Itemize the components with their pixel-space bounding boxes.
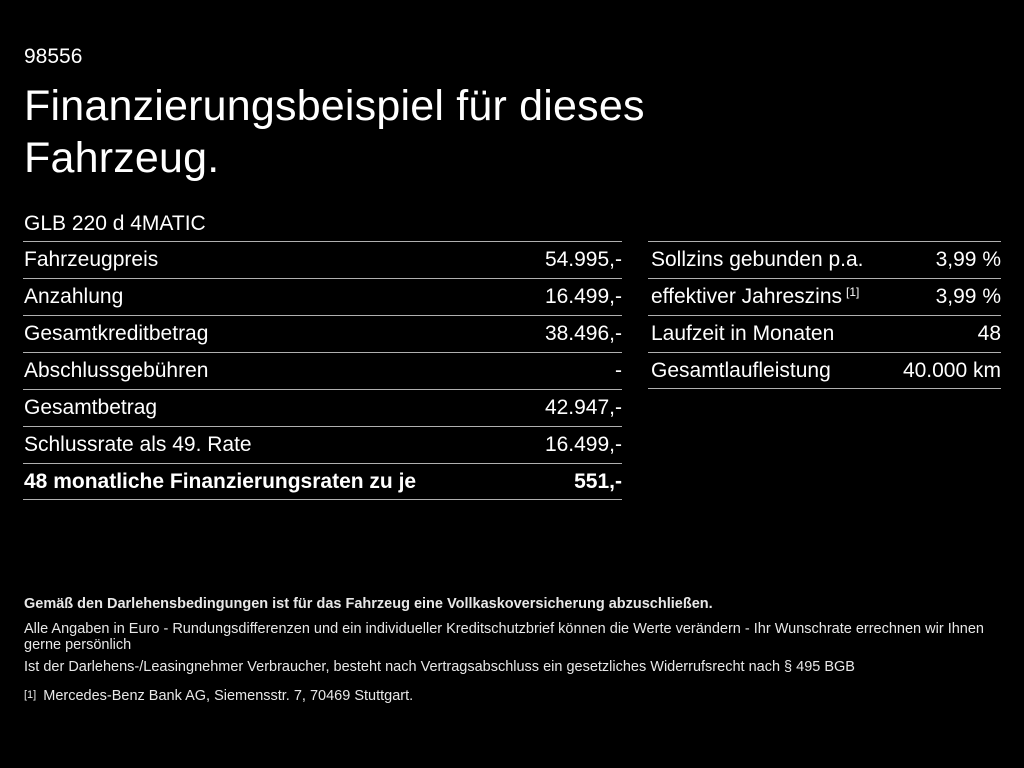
- listing-id: 98556: [24, 45, 83, 68]
- row-label-text: effektiver Jahreszins: [651, 285, 843, 308]
- row-value: 54.995,-: [544, 248, 622, 271]
- table-row: Gesamtlaufleistung 40.000 km: [648, 352, 1001, 389]
- row-value: 16.499,-: [544, 285, 622, 308]
- table-row: Schlussrate als 49. Rate 16.499,-: [23, 426, 622, 463]
- row-value: 38.496,-: [544, 322, 622, 345]
- row-label: Gesamtkreditbetrag: [24, 322, 209, 345]
- row-label: Anzahlung: [24, 285, 124, 308]
- table-row: Sollzins gebunden p.a. 3,99 %: [648, 241, 1001, 278]
- row-label: Sollzins gebunden p.a.: [651, 248, 864, 271]
- row-label: Schlussrate als 49. Rate: [24, 433, 252, 456]
- finance-table: Fahrzeugpreis 54.995,- Anzahlung 16.499,…: [23, 241, 622, 500]
- footnote-marker: [1]: [24, 689, 37, 701]
- page-title-line-2: Fahrzeug.: [24, 134, 220, 182]
- disclaimer-line-1: Alle Angaben in Euro - Rundungsdifferenz…: [24, 621, 984, 653]
- footnotes-section: Gemäß den Darlehensbedingungen ist für d…: [24, 596, 1000, 710]
- row-label: 48 monatliche Finanzierungsraten zu je: [24, 469, 417, 493]
- disclaimer-line-2: Ist der Darlehens-/Leasingnehmer Verbrau…: [24, 659, 855, 675]
- footnote-reference: [1]: [846, 285, 860, 299]
- row-label: Gesamtlaufleistung: [651, 358, 831, 382]
- table-row: Laufzeit in Monaten 48: [648, 315, 1001, 352]
- vehicle-model: GLB 220 d 4MATIC: [24, 212, 206, 235]
- row-value: -: [615, 359, 622, 382]
- row-label: effektiver Jahreszins [1]: [648, 285, 859, 309]
- table-row: Abschlussgebühren -: [23, 352, 622, 389]
- table-row: effektiver Jahreszins [1] 3,99 %: [648, 278, 1001, 315]
- conditions-table: Sollzins gebunden p.a. 3,99 % effektiver…: [648, 241, 1001, 389]
- row-value: 551,-: [574, 469, 622, 493]
- row-label: Abschlussgebühren: [24, 359, 209, 382]
- row-value: 42.947,-: [544, 396, 622, 419]
- row-value: 3,99 %: [935, 248, 1001, 271]
- table-row: Gesamtbetrag 42.947,-: [23, 389, 622, 426]
- row-label: Fahrzeugpreis: [24, 248, 159, 271]
- row-label: Gesamtbetrag: [24, 396, 158, 419]
- insurance-note: Gemäß den Darlehensbedingungen ist für d…: [24, 596, 713, 612]
- row-value: 16.499,-: [544, 433, 622, 456]
- row-value: 48: [977, 322, 1001, 345]
- table-row-monthly-rate: 48 monatliche Finanzierungsraten zu je 5…: [23, 463, 622, 500]
- table-row: Gesamtkreditbetrag 38.496,-: [23, 315, 622, 352]
- row-label: Laufzeit in Monaten: [651, 322, 835, 345]
- page-title-line-1: Finanzierungsbeispiel für dieses: [24, 82, 645, 130]
- row-value: 40.000 km: [902, 358, 1001, 382]
- table-row: Anzahlung 16.499,-: [23, 278, 622, 315]
- table-row: Fahrzeugpreis 54.995,-: [23, 241, 622, 278]
- footnote-bank: [1] Mercedes-Benz Bank AG, Siemensstr. 7,…: [24, 687, 1000, 704]
- page-title: Finanzierungsbeispiel für dieses Fahrzeu…: [24, 80, 645, 184]
- footnote-text: Mercedes-Benz Bank AG, Siemensstr. 7, 70…: [43, 688, 414, 704]
- row-value: 3,99 %: [935, 285, 1001, 308]
